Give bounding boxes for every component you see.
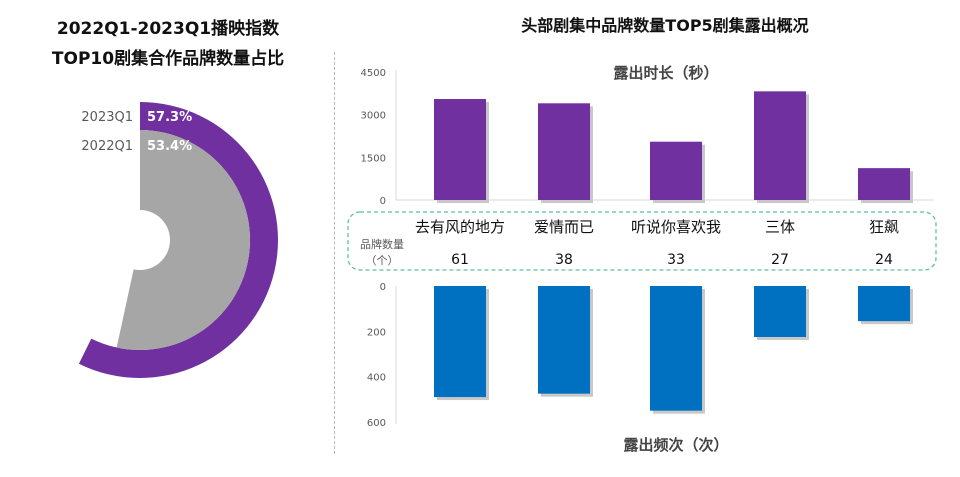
category-label: 听说你喜欢我	[631, 218, 721, 236]
bottom-y-tick-label: 200	[367, 327, 386, 338]
category-label: 爱情而已	[534, 218, 594, 236]
top-y-tick-label: 1500	[361, 153, 386, 164]
brand-count-value: 38	[555, 252, 573, 268]
top-panel-title: 露出时长（秒）	[613, 64, 718, 82]
bottom-bar	[650, 286, 702, 411]
category-label: 三体	[765, 218, 795, 236]
radial-bar-chart: 57.3% 2023Q1 53.4% 2022Q1	[78, 102, 278, 378]
category-band	[347, 211, 937, 271]
category-label: 去有风的地方	[415, 218, 505, 236]
section-divider	[334, 52, 335, 454]
bottom-bar	[538, 286, 590, 394]
top-bar	[650, 141, 702, 200]
bar-chart-title: 头部剧集中品牌数量TOP5剧集露出概况	[521, 16, 809, 35]
bottom-y-tick-label: 0	[380, 282, 386, 293]
brand-count-label: 品牌数量	[360, 237, 404, 251]
bottom-bar	[858, 286, 910, 322]
brand-count-value: 27	[771, 252, 789, 268]
ring-value-label: 53.4%	[147, 139, 192, 154]
donut-title-line2: TOP10剧集合作品牌数量占比	[51, 49, 285, 69]
top-bar	[754, 91, 806, 200]
top-bar	[538, 103, 590, 200]
top-y-tick-label: 3000	[361, 111, 386, 122]
brand-count-value: 33	[667, 252, 685, 268]
ring-series-label: 2022Q1	[81, 139, 133, 154]
ring-2022Q1	[116, 130, 251, 350]
category-label: 狂飙	[869, 218, 899, 236]
brand-count-value: 24	[875, 252, 893, 268]
brand-count-unit: （个）	[366, 254, 399, 267]
brand-count-value: 61	[451, 252, 469, 268]
top-y-tick-label: 4500	[361, 68, 386, 79]
donut-title-line1: 2022Q1-2023Q1播映指数	[56, 19, 280, 39]
butterfly-bar-chart: 0 1500 3000 4500 0 200 400 600 去有风的地方 61 爱情而已 38 听说你…	[347, 64, 937, 454]
top-y-tick-label: 0	[380, 196, 386, 207]
bottom-y-tick-label: 600	[367, 418, 386, 429]
donut-chart-title: 2022Q1-2023Q1播映指数 TOP10剧集合作品牌数量占比	[0, 14, 336, 74]
ring-value-label: 57.3%	[147, 110, 192, 125]
top-bar	[434, 99, 486, 200]
top-bar	[858, 168, 910, 200]
ring-series-label: 2023Q1	[81, 110, 133, 125]
bottom-y-tick-label: 400	[367, 373, 386, 384]
bottom-bar	[754, 286, 806, 337]
ring-2023Q1	[78, 102, 278, 378]
bottom-bar	[434, 286, 486, 398]
bottom-panel-title: 露出频次（次）	[623, 436, 728, 454]
